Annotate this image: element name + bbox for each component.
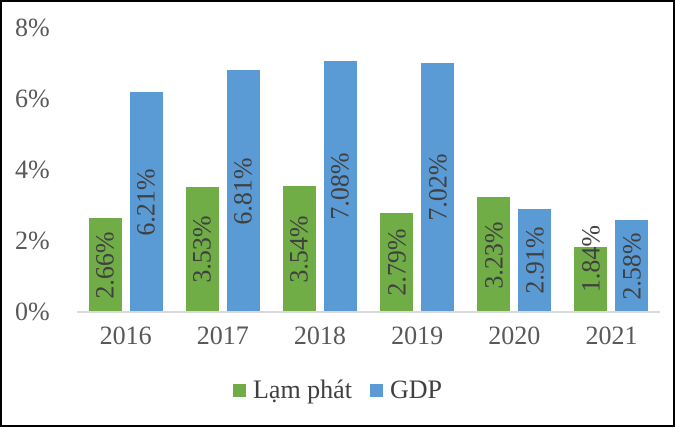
plot-area: 2.66% 6.21% 3.53% 6.81% 3.54% 7.08% 2.79% 7.02%… [77, 28, 660, 312]
legend-item-lam-phat: Lạm phát [233, 374, 352, 406]
bar-value-label-lam-phat-2016: 2.66% [90, 231, 120, 299]
bar-lam-phat-2016: 2.66% [88, 217, 122, 312]
bar-group-2019: 2.79% 7.02% [369, 28, 466, 312]
bar-value-label-gdp-2017: 6.81% [228, 157, 258, 225]
bar-value-label-lam-phat-2021: 1.84% [576, 224, 606, 292]
legend-label-gdp: GDP [389, 375, 442, 404]
bar-group-2017: 3.53% 6.81% [174, 28, 271, 312]
bar-lam-phat-2018: 3.54% [282, 186, 316, 312]
bar-value-label-lam-phat-2020: 3.23% [479, 221, 509, 289]
bar-value-label-gdp-2020: 2.91% [520, 226, 550, 294]
x-label-2016: 2016 [99, 321, 152, 350]
y-tick-0: 0% [15, 297, 50, 326]
bar-group-2020: 3.23% 2.91% [466, 28, 563, 312]
y-tick-8: 8% [15, 13, 50, 42]
bar-value-label-gdp-2016: 6.21% [131, 168, 161, 236]
x-label-2017: 2017 [196, 321, 249, 350]
bar-value-label-gdp-2018: 7.08% [325, 152, 355, 220]
legend-swatch-lam-phat [233, 383, 247, 397]
x-label-2019: 2019 [391, 321, 444, 350]
legend: Lạm phát GDP [2, 374, 673, 406]
legend-swatch-gdp [369, 383, 383, 397]
bar-group-2016: 2.66% 6.21% [77, 28, 174, 312]
legend-item-gdp: GDP [369, 374, 442, 406]
bar-lam-phat-2021: 1.84% [574, 225, 608, 312]
bar-gdp-2018: 7.08% [323, 60, 357, 312]
bar-lam-phat-2020: 3.23% [477, 197, 511, 312]
x-axis: 2016 2017 2018 2019 2020 2021 [77, 320, 660, 352]
x-label-2018: 2018 [293, 321, 346, 350]
legend-label-lam-phat: Lạm phát [253, 375, 352, 404]
bar-gdp-2017: 6.81% [226, 70, 260, 312]
bar-group-2018: 3.54% 7.08% [271, 28, 368, 312]
bar-lam-phat-2017: 3.53% [185, 186, 219, 312]
bar-gdp-2021: 2.58% [615, 220, 649, 312]
bar-value-label-lam-phat-2018: 3.54% [284, 215, 314, 283]
y-tick-6: 6% [15, 84, 50, 113]
bar-value-label-lam-phat-2019: 2.79% [381, 228, 411, 297]
bar-gdp-2020: 2.91% [518, 208, 552, 312]
bar-value-label-gdp-2021: 2.58% [617, 232, 647, 300]
x-label-2020: 2020 [488, 321, 541, 350]
bar-gdp-2016: 6.21% [129, 91, 163, 312]
bar-value-label-lam-phat-2017: 3.53% [187, 215, 217, 283]
x-axis-line [77, 311, 660, 313]
bar-value-label-gdp-2019: 7.02% [422, 153, 452, 221]
y-axis: 0% 2% 4% 6% 8% [2, 2, 77, 425]
bar-group-2021: 1.84% 2.58% [563, 28, 660, 312]
bar-gdp-2019: 7.02% [421, 62, 455, 312]
y-tick-4: 4% [15, 155, 50, 184]
x-label-2021: 2021 [585, 321, 638, 350]
y-tick-2: 2% [15, 226, 50, 255]
bar-lam-phat-2019: 2.79% [380, 212, 414, 312]
